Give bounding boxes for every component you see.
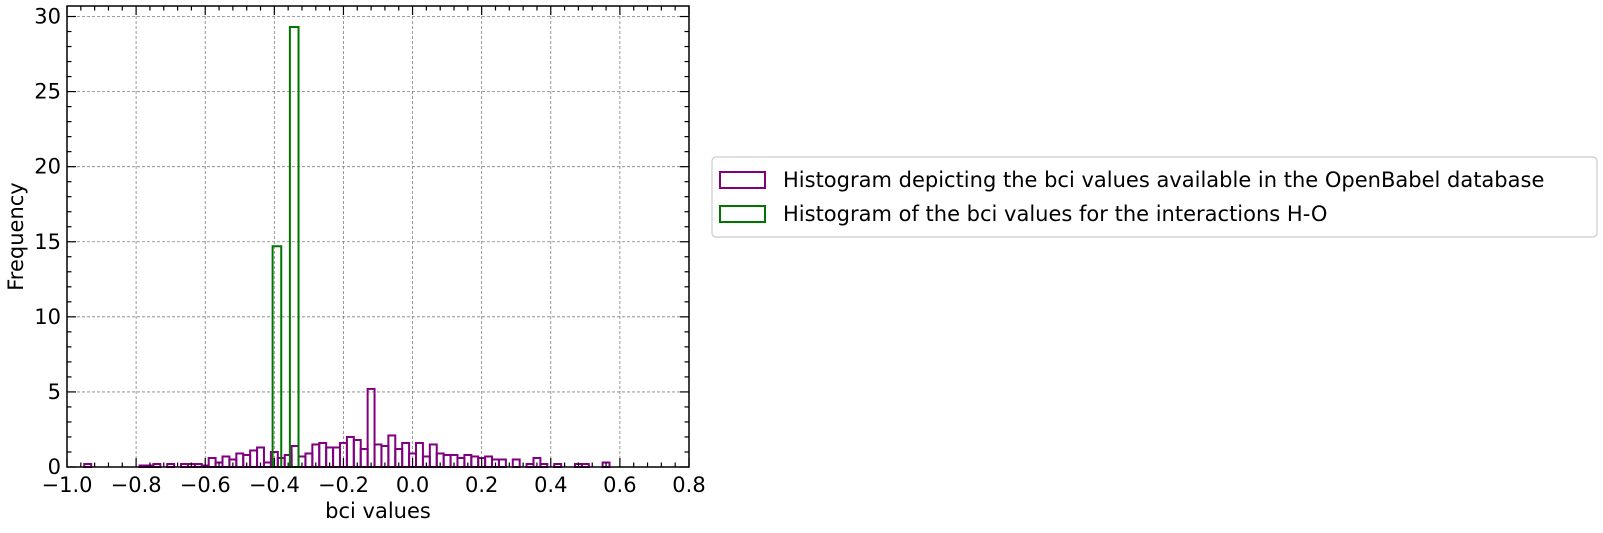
histogram-bar-series-0 — [304, 452, 314, 469]
y-tick-label: 10 — [34, 305, 61, 329]
histogram-bar-series-0 — [470, 455, 480, 468]
legend-swatch-openbabel — [719, 171, 766, 189]
histogram-bar-series-0 — [290, 444, 300, 469]
x-tick-label: −0.6 — [180, 473, 231, 497]
histogram-bar-series-0 — [207, 456, 217, 469]
histogram-bar-series-0 — [332, 446, 341, 468]
x-tick-label: 0.2 — [465, 473, 498, 497]
histogram-bar-series-0 — [415, 441, 424, 468]
y-tick-label: 25 — [34, 80, 61, 104]
histogram-bar-series-0 — [249, 449, 259, 469]
legend-frame — [711, 156, 1598, 238]
legend: Histogram depicting the bci values avail… — [711, 156, 1598, 238]
histogram-bar-series-0 — [442, 453, 452, 468]
grid-lines — [67, 6, 689, 467]
histogram-bar-series-0 — [511, 458, 521, 468]
x-tick-label: 0.4 — [534, 473, 567, 497]
histogram-bar-series-0 — [221, 455, 231, 468]
histogram-bar-series-0 — [345, 435, 355, 469]
histogram-bar-series-0 — [366, 387, 376, 469]
x-tick-label: 0.6 — [603, 473, 636, 497]
histogram-bars — [83, 26, 611, 469]
y-tick-label: 5 — [48, 380, 61, 404]
x-tick-label: −1.0 — [42, 473, 93, 497]
histogram-bar-series-1 — [288, 26, 300, 469]
histogram-bar-series-0 — [456, 456, 466, 469]
tick-labels: −1.0 −0.8 −0.6 −0.4 −0.2 0.0 0.2 0.4 0.6 0.8 0 5 10 1… — [34, 5, 705, 497]
histogram-bar-series-0 — [359, 447, 369, 469]
x-tick-label: 0.0 — [396, 473, 429, 497]
x-tick-label: −0.2 — [318, 473, 369, 497]
histogram-bar-series-0 — [497, 458, 507, 468]
legend-label-h-o: Histogram of the bci values for the inte… — [783, 202, 1327, 226]
histogram-bar-series-0 — [318, 441, 328, 468]
histogram-bar-series-0 — [387, 434, 397, 468]
y-tick-label: 15 — [34, 230, 61, 254]
y-axis-label: Frequency — [4, 182, 28, 291]
plot-area-frame — [66, 5, 690, 468]
histogram-bar-series-0 — [428, 443, 438, 468]
y-tick-label: 30 — [34, 5, 61, 29]
axis-ticks — [66, 6, 690, 468]
y-tick-label: 0 — [48, 455, 61, 479]
x-tick-label: 0.8 — [672, 473, 705, 497]
histogram-bar-series-0 — [484, 455, 494, 468]
legend-label-openbabel: Histogram depicting the bci values avail… — [783, 168, 1544, 192]
histogram-bar-series-0 — [373, 443, 383, 468]
x-tick-label: −0.8 — [111, 473, 162, 497]
histogram-bar-series-0 — [401, 441, 411, 468]
x-tick-label: −0.4 — [249, 473, 300, 497]
x-axis-label: bci values — [325, 499, 431, 523]
legend-swatch-h-o — [719, 205, 766, 223]
y-tick-label: 20 — [34, 155, 61, 179]
histogram-bar-series-1 — [271, 245, 283, 468]
histogram-bar-series-0 — [235, 452, 245, 469]
